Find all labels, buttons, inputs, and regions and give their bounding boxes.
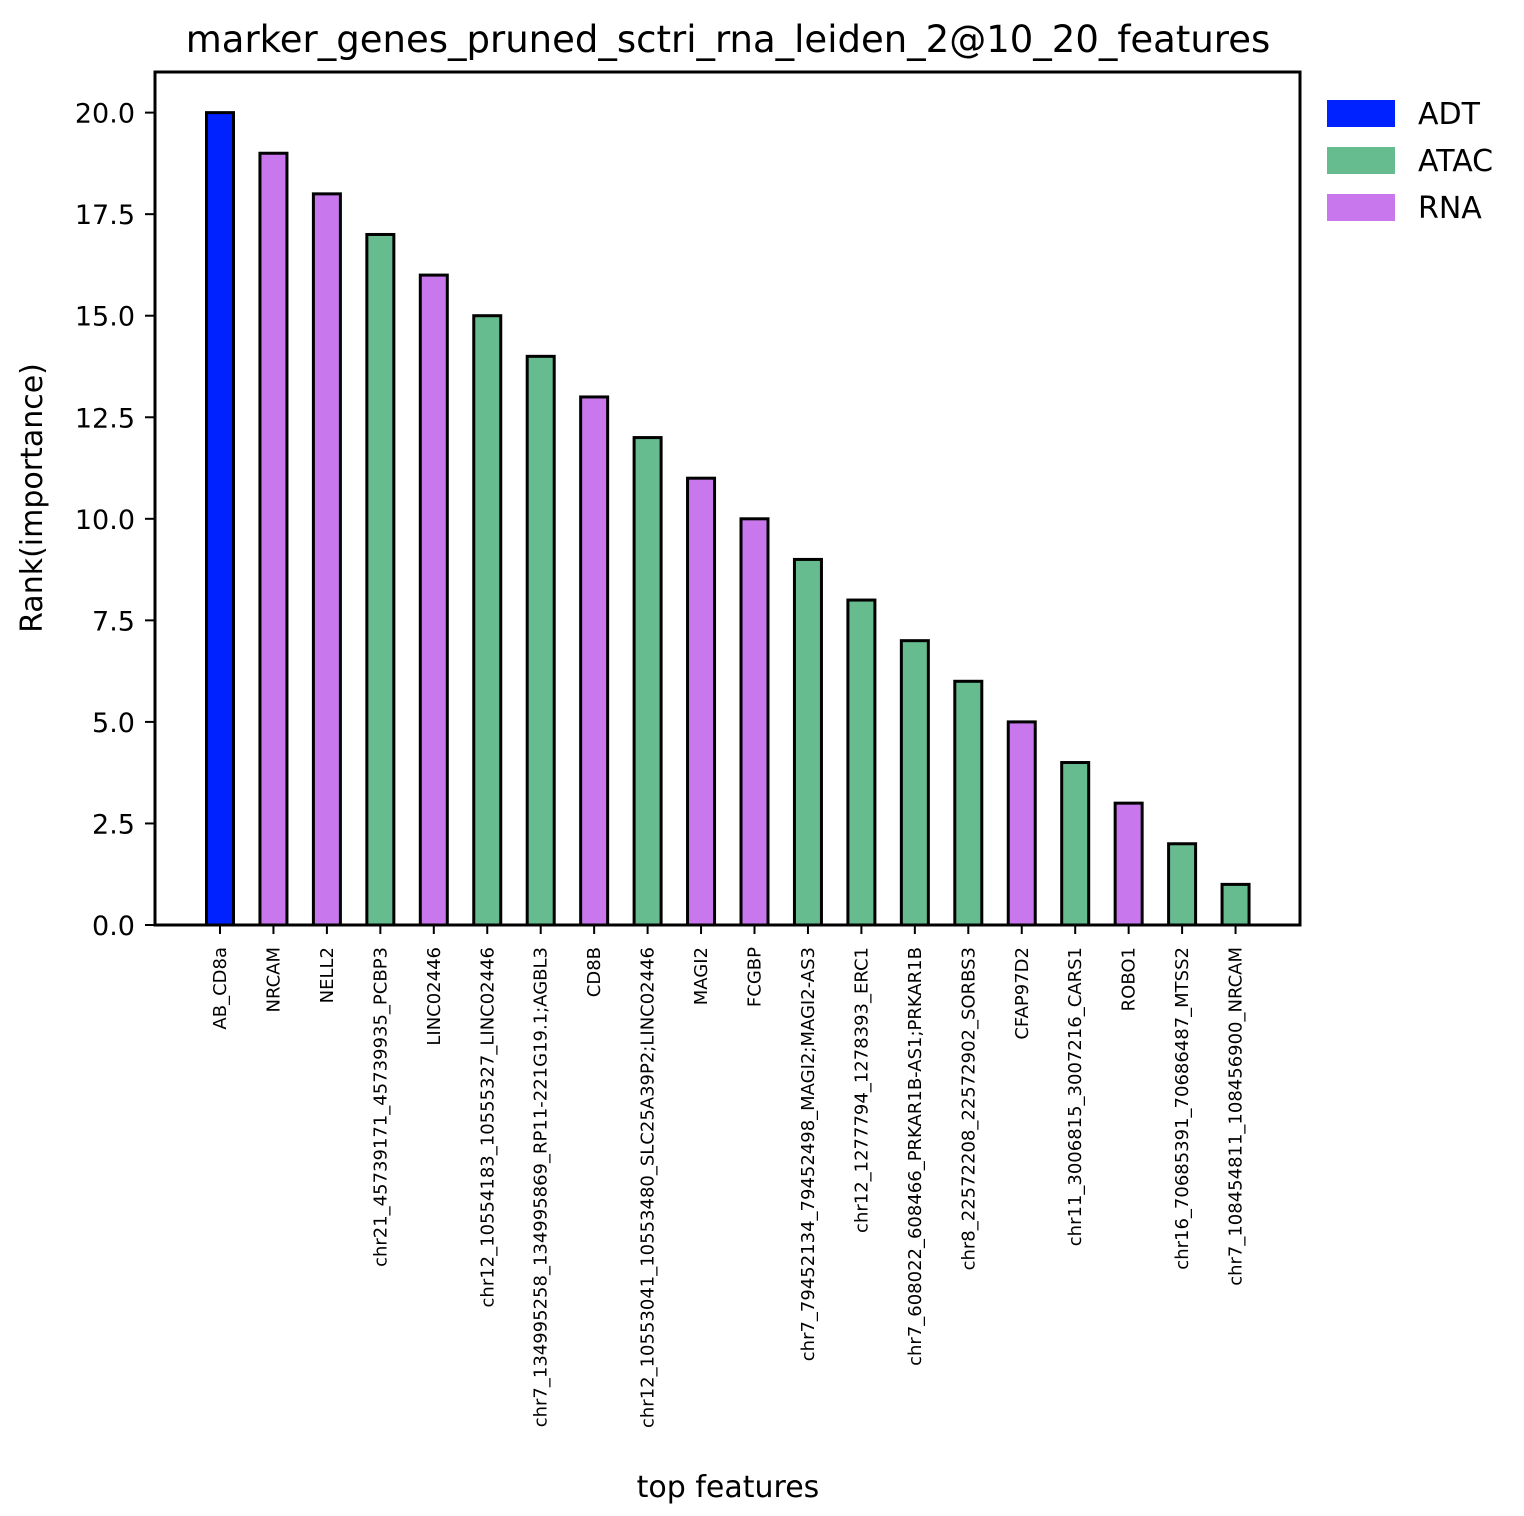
x-tick-label: NELL2 xyxy=(317,947,338,1003)
x-tick-label: chr12_10553041_10553480_SLC25A39P2;LINC0… xyxy=(638,947,659,1428)
y-axis-ticks: 0.0 2.5 5.0 7.5 10.0 12.5 15.0 17.5 20.0 xyxy=(75,99,155,942)
bars-layer xyxy=(205,111,1251,927)
bar-18 xyxy=(1113,801,1144,927)
y-tick-label: 0.0 xyxy=(92,911,135,942)
x-tick-label: AB_CD8a xyxy=(210,947,231,1030)
bar-14 xyxy=(899,639,930,927)
x-axis-label: top features xyxy=(637,1470,820,1505)
x-tick-label: MAGI2 xyxy=(691,947,712,1005)
x-tick-label: chr7_608022_608466_PRKAR1B-AS1;PRKAR1B xyxy=(905,947,926,1366)
bar-8 xyxy=(579,395,610,927)
x-tick-label: CFAP97D2 xyxy=(1012,947,1033,1040)
x-tick-label: ROBO1 xyxy=(1119,947,1140,1011)
bar-6 xyxy=(472,314,503,927)
legend-label-rna: RNA xyxy=(1418,191,1482,226)
y-tick-label: 15.0 xyxy=(75,302,135,333)
legend: ADT ATAC RNA xyxy=(1327,97,1493,226)
y-tick-label: 17.5 xyxy=(75,200,135,231)
legend-label-atac: ATAC xyxy=(1418,144,1493,179)
bar-9 xyxy=(632,436,663,927)
x-axis-ticks: AB_CD8a NRCAM NELL2 chr21_45739171_45739935… xyxy=(210,925,1247,1428)
y-tick-label: 7.5 xyxy=(92,606,135,637)
bar-15 xyxy=(953,679,984,927)
y-tick-label: 12.5 xyxy=(75,403,135,434)
chart-title: marker_genes_pruned_sctri_rna_leiden_2@1… xyxy=(186,18,1271,61)
bar-11 xyxy=(739,517,770,927)
plot-frame xyxy=(153,70,1302,927)
legend-swatch-atac xyxy=(1327,147,1395,174)
bar-17 xyxy=(1060,761,1091,927)
x-tick-label: chr11_3006815_3007216_CARS1 xyxy=(1065,947,1086,1246)
bar-19 xyxy=(1167,842,1198,927)
bar-5 xyxy=(418,273,449,927)
x-tick-label: LINC02446 xyxy=(424,947,445,1046)
bar-2 xyxy=(258,151,289,927)
bar-12 xyxy=(792,557,823,927)
bar-20 xyxy=(1220,882,1251,927)
x-tick-label: chr8_22572208_22572902_SORBS3 xyxy=(958,947,979,1270)
bar-4 xyxy=(365,232,396,927)
x-tick-label: chr16_70685391_70686487_MTSS2 xyxy=(1172,947,1193,1270)
x-tick-label: chr7_79452134_79452498_MAGI2;MAGI2-AS3 xyxy=(798,947,819,1361)
bar-1 xyxy=(205,111,235,927)
legend-swatch-adt xyxy=(1327,100,1395,127)
y-tick-label: 20.0 xyxy=(75,99,135,130)
x-tick-label: chr7_108454811_108456900_NRCAM xyxy=(1226,947,1247,1286)
x-tick-label: chr12_10554183_10555327_LINC02446 xyxy=(477,947,498,1307)
y-tick-label: 5.0 xyxy=(92,708,135,739)
bar-10 xyxy=(686,476,717,927)
legend-label-adt: ADT xyxy=(1418,97,1481,132)
bar-7 xyxy=(525,354,556,927)
legend-swatch-rna xyxy=(1327,194,1395,221)
y-tick-label: 2.5 xyxy=(92,809,135,840)
x-tick-label: chr12_1277794_1278393_ERC1 xyxy=(851,947,872,1233)
x-tick-label: NRCAM xyxy=(263,947,284,1013)
y-tick-label: 10.0 xyxy=(75,505,135,536)
x-tick-label: chr7_134995258_134995869_RP11-221G19.1;A… xyxy=(531,947,552,1427)
y-axis-label: Rank(importance) xyxy=(15,363,50,633)
x-tick-label: chr21_45739171_45739935_PCBP3 xyxy=(370,947,391,1267)
x-tick-label: CD8B xyxy=(584,947,605,997)
x-tick-label: FCGBP xyxy=(745,947,766,1007)
bar-16 xyxy=(1006,720,1037,927)
bar-13 xyxy=(846,598,877,927)
bar-3 xyxy=(311,192,342,927)
